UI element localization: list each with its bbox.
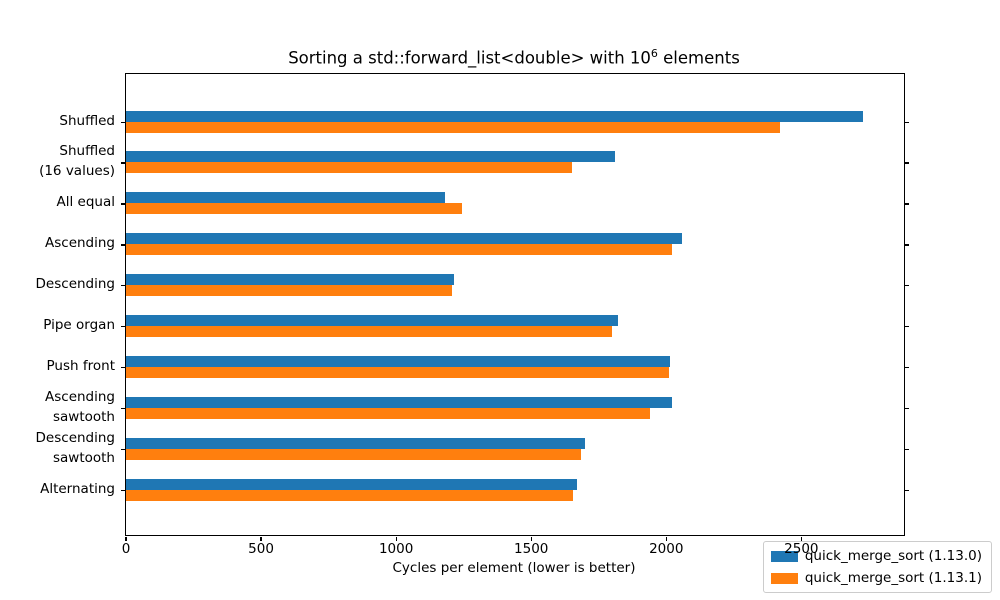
y-tick-left — [121, 408, 125, 410]
x-tick-label: 1500 — [514, 541, 549, 557]
bar-series-1 — [126, 162, 572, 174]
category-label-line: (16 values) — [39, 163, 115, 180]
category-label-line: Descending — [35, 276, 115, 293]
bar-series-0 — [126, 479, 578, 491]
legend: quick_merge_sort (1.13.0) quick_merge_sor… — [762, 541, 992, 593]
x-tick-label: 2500 — [784, 541, 819, 557]
category-label: Push front — [2, 356, 115, 376]
bar-series-1 — [126, 244, 672, 256]
x-tick — [665, 537, 667, 541]
x-tick — [800, 537, 802, 541]
legend-label-1: quick_merge_sort (1.13.1) — [804, 570, 982, 586]
bar-series-1 — [126, 326, 613, 338]
category-label: Alternating — [2, 479, 115, 499]
y-tick-left — [121, 244, 125, 246]
category-label: Descending sawtooth — [2, 428, 115, 468]
category-label: Pipe organ — [2, 315, 115, 335]
category-label-line: All equal — [56, 194, 115, 211]
bar-series-0 — [126, 151, 615, 163]
bar-series-0 — [126, 110, 864, 122]
x-tick-label: 500 — [248, 541, 274, 557]
bar-series-0 — [126, 438, 586, 450]
category-label: Shuffled (16 values) — [2, 141, 115, 181]
y-tick-left — [121, 121, 125, 123]
y-tick-right — [905, 449, 909, 451]
bar-series-0 — [126, 356, 671, 368]
x-tick-label: 2000 — [649, 541, 684, 557]
y-tick-right — [905, 285, 909, 287]
bar-series-0 — [126, 397, 672, 409]
bar-series-1 — [126, 203, 463, 215]
y-tick-right — [905, 121, 909, 123]
chart-title-text: Sorting a std::forward_list<double> with… — [288, 48, 651, 68]
category-label: Ascending — [2, 233, 115, 253]
category-label: Shuffled — [2, 111, 115, 131]
category-label-line: Shuffled — [59, 112, 115, 129]
y-tick-right — [905, 244, 909, 246]
y-tick-left — [121, 203, 125, 205]
category-label-line: Pipe organ — [43, 317, 115, 334]
bar-series-1 — [126, 285, 452, 297]
category-label-line: sawtooth — [52, 450, 115, 467]
chart-title-superscript: 6 — [650, 47, 658, 60]
y-tick-left — [121, 285, 125, 287]
y-tick-right — [905, 326, 909, 328]
category-label-line: sawtooth — [52, 409, 115, 426]
legend-entry-0: quick_merge_sort (1.13.0) — [770, 548, 982, 564]
category-label-line: Ascending — [45, 389, 115, 406]
legend-label-0: quick_merge_sort (1.13.0) — [804, 548, 982, 564]
x-tick — [125, 537, 127, 541]
bar-series-1 — [126, 121, 780, 133]
category-label: Descending — [2, 274, 115, 294]
plot-area — [121, 73, 909, 541]
x-tick — [395, 537, 397, 541]
bar-series-1 — [126, 449, 582, 461]
y-tick-left — [121, 449, 125, 451]
y-tick-left — [121, 162, 125, 164]
bar-series-1 — [126, 490, 574, 502]
category-label-line: Shuffled — [59, 143, 115, 160]
bar-series-1 — [126, 408, 651, 420]
y-tick-left — [121, 490, 125, 492]
bar-series-0 — [126, 315, 618, 327]
chart-title-suffix: elements — [657, 48, 740, 68]
x-tick — [530, 537, 532, 541]
y-tick-right — [905, 408, 909, 410]
category-label-line: Alternating — [40, 481, 115, 498]
x-tick — [260, 537, 262, 541]
x-tick-label: 0 — [121, 541, 131, 557]
y-tick-right — [905, 490, 909, 492]
legend-swatch-0 — [770, 550, 798, 562]
legend-entry-1: quick_merge_sort (1.13.1) — [770, 570, 982, 586]
category-label: Ascending sawtooth — [2, 387, 115, 427]
y-tick-right — [905, 162, 909, 164]
y-tick-left — [121, 367, 125, 369]
y-tick-left — [121, 326, 125, 328]
category-label-line: Ascending — [45, 235, 115, 252]
bar-series-0 — [126, 192, 445, 204]
bar-series-0 — [126, 233, 683, 245]
legend-swatch-1 — [770, 572, 798, 584]
category-label: All equal — [2, 192, 115, 212]
bar-series-1 — [126, 367, 669, 379]
y-tick-right — [905, 203, 909, 205]
bar-series-0 — [126, 274, 455, 286]
x-axis-label: Cycles per element (lower is better) — [392, 560, 636, 576]
category-label-line: Descending — [35, 430, 115, 447]
category-label-line: Push front — [46, 358, 115, 375]
y-tick-right — [905, 367, 909, 369]
chart-title: Sorting a std::forward_list<double> with… — [125, 47, 903, 68]
x-tick-label: 1000 — [378, 541, 414, 557]
